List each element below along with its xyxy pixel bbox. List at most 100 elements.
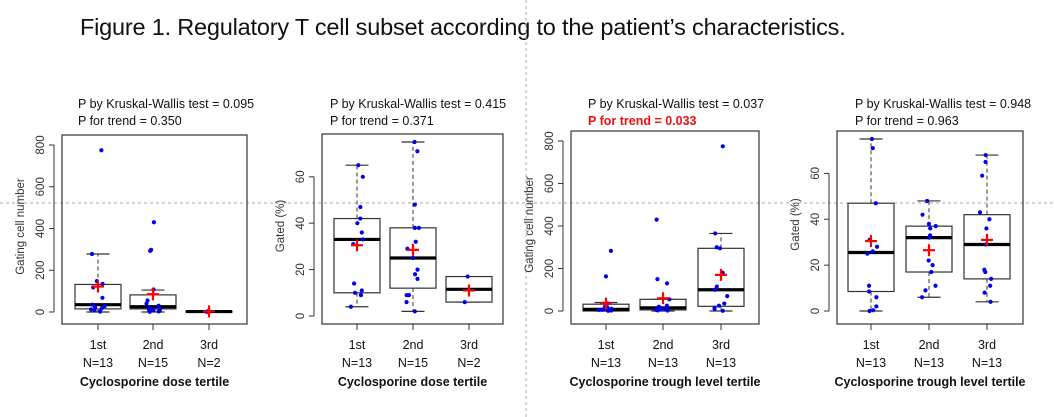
data-point xyxy=(465,274,470,279)
data-point xyxy=(712,287,718,292)
data-point xyxy=(869,136,874,142)
x-n-label: N=13 xyxy=(914,356,944,370)
data-point xyxy=(360,237,365,242)
panels: P by Kruskal-Wallis test = 0.095 P for tr… xyxy=(15,97,1031,389)
kruskal-wallis-label: P by Kruskal-Wallis test = 0.095 xyxy=(78,97,254,111)
data-point xyxy=(867,308,872,314)
data-point xyxy=(870,249,875,254)
data-point xyxy=(415,267,420,272)
x-n-label: N=15 xyxy=(138,356,168,370)
data-point xyxy=(930,263,935,268)
box-2 xyxy=(905,198,953,300)
box-2 xyxy=(129,220,177,314)
data-point xyxy=(412,225,417,230)
data-point xyxy=(925,198,930,204)
data-point xyxy=(720,308,725,313)
data-point xyxy=(989,276,994,281)
data-point xyxy=(416,225,421,230)
data-point xyxy=(987,217,992,222)
x-n-label: N=13 xyxy=(972,356,1002,370)
y-tick-label: 200 xyxy=(544,259,556,278)
plot-frame xyxy=(61,134,248,325)
data-point xyxy=(874,295,879,300)
data-point xyxy=(870,146,875,151)
data-point xyxy=(99,306,104,311)
y-tick-label: 800 xyxy=(544,131,556,150)
data-point xyxy=(359,230,364,235)
data-point xyxy=(600,307,605,312)
panel-3: P by Kruskal-Wallis test = 0.037 P for tr… xyxy=(524,97,764,389)
data-point xyxy=(89,251,95,257)
y-tick-label: 600 xyxy=(35,177,47,196)
data-point xyxy=(608,248,614,253)
data-point xyxy=(654,217,659,222)
x-category-label: 1st xyxy=(863,338,880,352)
data-point xyxy=(358,216,363,221)
data-point xyxy=(151,308,156,313)
data-point xyxy=(722,301,727,306)
data-point xyxy=(406,293,412,298)
data-point xyxy=(929,269,934,275)
data-point xyxy=(151,220,157,225)
kruskal-wallis-label: P by Kruskal-Wallis test = 0.948 xyxy=(855,97,1031,111)
box-1 xyxy=(847,136,895,314)
y-tick-label: 20 xyxy=(810,259,822,272)
y-axis-title: Gated (%) xyxy=(275,200,287,253)
data-point xyxy=(655,277,660,282)
data-point xyxy=(89,307,94,312)
x-n-label: N=13 xyxy=(648,356,678,370)
y-tick-label: 40 xyxy=(295,217,307,230)
x-category-label: 2nd xyxy=(143,338,164,352)
data-point xyxy=(665,308,670,313)
data-point xyxy=(356,163,361,168)
y-axis-title: Gating cell number xyxy=(15,178,27,275)
y-tick-label: 400 xyxy=(544,216,556,235)
x-category-label: 2nd xyxy=(403,338,424,352)
data-point xyxy=(928,226,933,231)
data-point xyxy=(156,303,161,308)
x-n-label: N=13 xyxy=(706,356,736,370)
x-category-label: 3rd xyxy=(712,338,730,352)
data-point xyxy=(596,307,602,313)
kruskal-wallis-label: P by Kruskal-Wallis test = 0.415 xyxy=(330,97,506,111)
data-point xyxy=(926,258,931,263)
x-category-label: 1st xyxy=(598,338,615,352)
data-point xyxy=(148,248,153,253)
x-n-label: N=2 xyxy=(457,356,480,370)
data-point xyxy=(983,152,988,158)
data-point xyxy=(415,149,420,154)
x-category-label: 1st xyxy=(90,338,107,352)
data-point xyxy=(410,255,416,261)
data-point xyxy=(664,303,669,308)
data-point xyxy=(351,281,357,286)
data-point xyxy=(714,245,719,250)
data-point xyxy=(933,283,938,288)
box-2 xyxy=(389,139,437,314)
data-point xyxy=(655,308,660,313)
box-1 xyxy=(333,163,381,309)
data-point xyxy=(984,226,989,231)
box-3 xyxy=(697,144,745,313)
data-point xyxy=(923,288,928,293)
data-point xyxy=(412,309,417,314)
data-point xyxy=(664,281,670,286)
data-point xyxy=(926,221,932,226)
y-tick-label: 0 xyxy=(810,308,822,314)
data-point xyxy=(874,244,880,249)
x-n-label: N=13 xyxy=(342,356,372,370)
x-axis-title: Cyclosporine dose tertile xyxy=(338,375,487,389)
data-point xyxy=(988,283,993,288)
y-tick-label: 400 xyxy=(35,219,47,238)
panel-1: P by Kruskal-Wallis test = 0.095 P for tr… xyxy=(15,97,254,389)
data-point xyxy=(462,299,467,305)
data-point xyxy=(927,235,932,240)
data-point xyxy=(874,304,879,309)
figure-title: Figure 1. Regulatory T cell subset accor… xyxy=(80,14,846,40)
box-1 xyxy=(582,248,630,313)
x-n-label: N=2 xyxy=(197,356,220,370)
y-axis-title: Gating cell number xyxy=(524,176,536,273)
data-point xyxy=(404,299,409,305)
data-point xyxy=(352,290,358,295)
panel-2: P by Kruskal-Wallis test = 0.415 P for tr… xyxy=(275,97,506,389)
data-point xyxy=(92,308,97,313)
